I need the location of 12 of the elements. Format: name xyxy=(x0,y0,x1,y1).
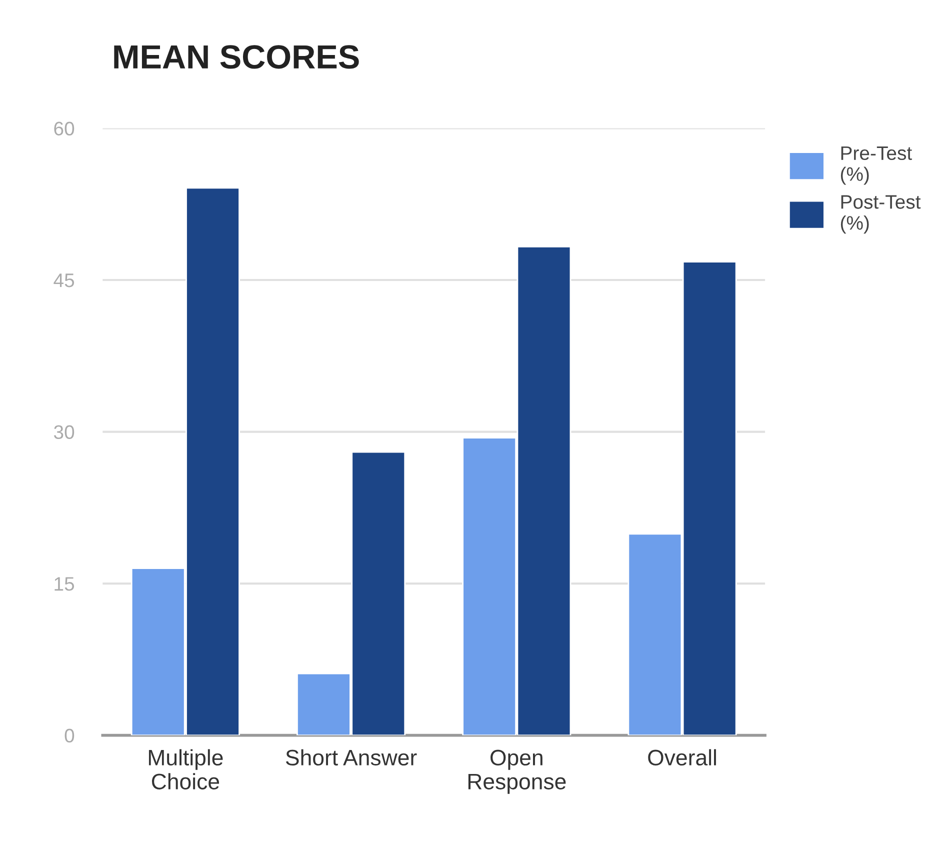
y-tick-label: 45 xyxy=(54,274,74,288)
legend-label: Pre-Test (%) xyxy=(840,146,912,185)
y-tick-label: 30 xyxy=(54,425,74,440)
x-tick-label: Open Response xyxy=(468,750,566,794)
x-tick-label: Multiple Choice xyxy=(148,749,223,790)
x-tick-label: Short Answer xyxy=(286,749,417,766)
x-tick-label: Overall xyxy=(648,749,716,766)
legend-label: Post-Test (%) xyxy=(840,195,921,234)
chart-title: MEAN SCORES xyxy=(114,45,359,69)
y-tick-label: 15 xyxy=(54,577,74,591)
y-tick-label: 60 xyxy=(54,122,74,136)
y-tick-label: 0 xyxy=(64,728,74,743)
